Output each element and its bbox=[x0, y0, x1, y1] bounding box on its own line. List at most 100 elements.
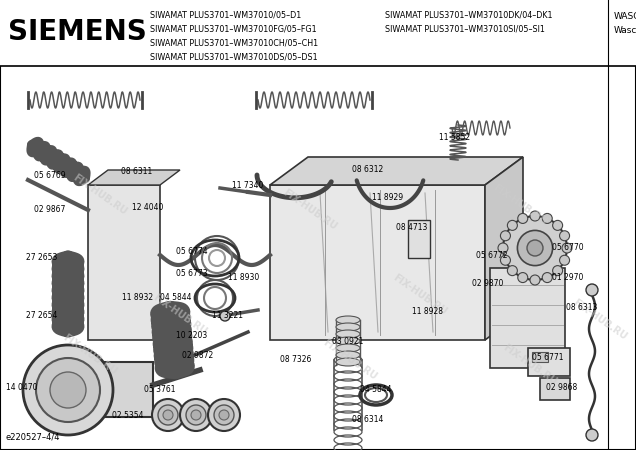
Circle shape bbox=[220, 311, 230, 321]
Bar bbox=[68, 362, 153, 417]
Circle shape bbox=[560, 255, 570, 265]
Circle shape bbox=[518, 273, 528, 283]
Text: 08 6312: 08 6312 bbox=[352, 166, 384, 175]
Text: FIX-HUB.RU: FIX-HUB.RU bbox=[281, 188, 339, 232]
Text: SIWAMAT PLUS3701–WM37010SI/05–SI1: SIWAMAT PLUS3701–WM37010SI/05–SI1 bbox=[385, 24, 545, 33]
Bar bbox=[88, 185, 160, 340]
Text: 01 2970: 01 2970 bbox=[552, 274, 584, 283]
Polygon shape bbox=[270, 157, 523, 185]
Circle shape bbox=[518, 213, 528, 224]
Circle shape bbox=[543, 273, 552, 283]
Text: 11 8932: 11 8932 bbox=[123, 293, 153, 302]
Bar bbox=[490, 268, 565, 368]
Circle shape bbox=[186, 405, 206, 425]
Text: 02 5354: 02 5354 bbox=[112, 410, 144, 419]
Text: 03 0921: 03 0921 bbox=[333, 338, 364, 346]
Text: 08 4713: 08 4713 bbox=[396, 224, 427, 233]
Circle shape bbox=[180, 399, 212, 431]
Ellipse shape bbox=[336, 316, 360, 324]
Circle shape bbox=[163, 410, 173, 420]
Circle shape bbox=[530, 211, 540, 221]
Text: 02 9867: 02 9867 bbox=[34, 206, 66, 215]
Text: WASCHGERÄTE: WASCHGERÄTE bbox=[614, 12, 636, 21]
Circle shape bbox=[214, 405, 234, 425]
Circle shape bbox=[152, 399, 184, 431]
Text: 05 6772: 05 6772 bbox=[476, 252, 508, 261]
Circle shape bbox=[23, 345, 113, 435]
Bar bbox=[532, 352, 548, 362]
Text: 05 6769: 05 6769 bbox=[34, 171, 66, 180]
Circle shape bbox=[530, 275, 540, 285]
Text: FIX-HUB.RU: FIX-HUB.RU bbox=[491, 183, 549, 227]
Text: SIWAMAT PLUS3701–WM37010CH/05–CH1: SIWAMAT PLUS3701–WM37010CH/05–CH1 bbox=[150, 38, 318, 47]
Circle shape bbox=[553, 220, 563, 230]
Text: 08 6313: 08 6313 bbox=[566, 303, 598, 312]
Circle shape bbox=[501, 231, 511, 241]
Text: SIWAMAT PLUS3701–WM37010DK/04–DK1: SIWAMAT PLUS3701–WM37010DK/04–DK1 bbox=[385, 10, 553, 19]
Circle shape bbox=[50, 372, 86, 408]
Text: SIWAMAT PLUS3701–WM37010DS/05–DS1: SIWAMAT PLUS3701–WM37010DS/05–DS1 bbox=[150, 52, 317, 61]
Text: 04 5844: 04 5844 bbox=[360, 386, 392, 395]
Text: 14 0470: 14 0470 bbox=[6, 383, 38, 392]
Text: FIX-HUB.RU: FIX-HUB.RU bbox=[71, 173, 129, 217]
Text: FIX-HUB.RU: FIX-HUB.RU bbox=[391, 273, 449, 317]
Text: SIWAMAT PLUS3701–WM37010FG/05–FG1: SIWAMAT PLUS3701–WM37010FG/05–FG1 bbox=[150, 24, 317, 33]
Circle shape bbox=[586, 429, 598, 441]
Text: e220527–4/4: e220527–4/4 bbox=[6, 433, 60, 442]
Text: 11 8928: 11 8928 bbox=[413, 307, 443, 316]
Circle shape bbox=[553, 266, 563, 276]
Polygon shape bbox=[485, 157, 523, 340]
Text: 08 6311: 08 6311 bbox=[121, 167, 153, 176]
Bar bbox=[408, 220, 430, 258]
Text: 11 8929: 11 8929 bbox=[373, 194, 404, 202]
Bar bbox=[270, 185, 485, 340]
Text: 11 7340: 11 7340 bbox=[232, 180, 264, 189]
Circle shape bbox=[518, 230, 553, 266]
Circle shape bbox=[586, 284, 598, 296]
Text: 27 2654: 27 2654 bbox=[26, 310, 58, 320]
Ellipse shape bbox=[336, 344, 360, 352]
Circle shape bbox=[503, 216, 567, 280]
Circle shape bbox=[36, 358, 100, 422]
Text: FIX-HUB.RU: FIX-HUB.RU bbox=[61, 333, 119, 377]
Circle shape bbox=[560, 231, 570, 241]
Text: 10 2203: 10 2203 bbox=[176, 330, 207, 339]
Text: 02 9872: 02 9872 bbox=[183, 351, 214, 360]
Circle shape bbox=[158, 405, 178, 425]
Circle shape bbox=[508, 220, 517, 230]
Circle shape bbox=[219, 410, 229, 420]
Ellipse shape bbox=[336, 323, 360, 331]
Circle shape bbox=[191, 410, 201, 420]
Text: 27 2653: 27 2653 bbox=[26, 253, 58, 262]
Circle shape bbox=[527, 240, 543, 256]
Text: 05 6770: 05 6770 bbox=[552, 243, 584, 252]
Polygon shape bbox=[88, 170, 180, 185]
Text: 12 4040: 12 4040 bbox=[132, 203, 163, 212]
Text: FIX-HUB.RU: FIX-HUB.RU bbox=[321, 338, 379, 382]
Text: SIEMENS: SIEMENS bbox=[8, 18, 147, 46]
Text: 11 8930: 11 8930 bbox=[228, 274, 259, 283]
Text: FIX-HUB.RU: FIX-HUB.RU bbox=[151, 293, 209, 337]
Circle shape bbox=[562, 243, 572, 253]
Text: 08 7326: 08 7326 bbox=[280, 356, 312, 364]
Circle shape bbox=[508, 266, 517, 276]
Text: 05 6774: 05 6774 bbox=[176, 248, 208, 256]
Circle shape bbox=[543, 213, 552, 224]
Bar bbox=[0, 0, 636, 66]
Text: FIX-HUB.RU: FIX-HUB.RU bbox=[501, 343, 559, 387]
Text: 08 6314: 08 6314 bbox=[352, 415, 384, 424]
Text: 05 6773: 05 6773 bbox=[176, 270, 208, 279]
Text: 05 3761: 05 3761 bbox=[144, 386, 176, 395]
Bar bbox=[528, 348, 570, 376]
Text: 02 9870: 02 9870 bbox=[473, 279, 504, 288]
Ellipse shape bbox=[336, 337, 360, 345]
Text: SIWAMAT PLUS3701–WM37010/05–D1: SIWAMAT PLUS3701–WM37010/05–D1 bbox=[150, 10, 301, 19]
Ellipse shape bbox=[336, 330, 360, 338]
Bar bbox=[540, 378, 570, 400]
Text: 05 6771: 05 6771 bbox=[532, 354, 563, 363]
Text: 11 3221: 11 3221 bbox=[212, 311, 244, 320]
Ellipse shape bbox=[336, 351, 360, 359]
Text: FIX-HUB.RU: FIX-HUB.RU bbox=[571, 298, 629, 342]
Text: 11 5852: 11 5852 bbox=[439, 134, 471, 143]
Text: 04 5844: 04 5844 bbox=[160, 293, 191, 302]
